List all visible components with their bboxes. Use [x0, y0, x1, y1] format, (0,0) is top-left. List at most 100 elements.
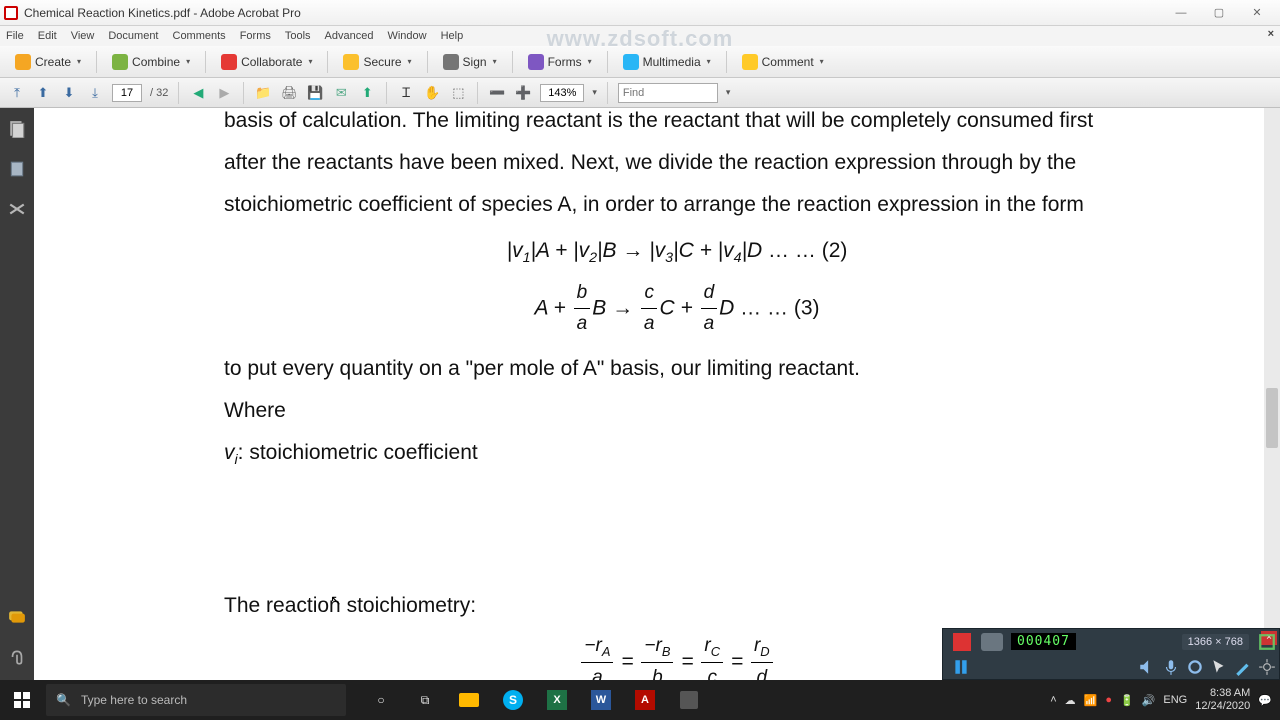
zoom-input[interactable] — [540, 84, 584, 102]
combine-button[interactable]: Combine — [105, 51, 197, 73]
tray-chevron-icon[interactable]: ˄ — [1050, 694, 1056, 706]
first-page-icon[interactable]: ⤒ — [8, 84, 26, 102]
system-tray: ˄ ☁ 📶 ● 🔋 🔊 ENG 8:38 AM 12/24/2020 💬 — [1050, 687, 1280, 712]
cortana-icon[interactable]: ○ — [360, 680, 402, 720]
document-view[interactable]: basis of calculation. The limiting react… — [34, 108, 1280, 680]
wifi-icon[interactable]: 📶 — [1084, 694, 1098, 707]
equation-3: A + baB → caC + daD … … (3) — [224, 278, 1130, 340]
search-icon: 🔍 — [56, 693, 71, 707]
secure-button[interactable]: Secure — [336, 51, 418, 73]
menu-document[interactable]: Document — [108, 30, 158, 42]
comments-panel-icon[interactable] — [8, 608, 26, 626]
page-input[interactable] — [112, 84, 142, 102]
menu-comments[interactable]: Comments — [173, 30, 226, 42]
comment-icon — [742, 54, 758, 70]
record-button[interactable] — [953, 633, 971, 651]
start-button[interactable] — [0, 680, 44, 720]
open-icon[interactable]: 📁 — [254, 84, 272, 102]
sign-label: Sign — [463, 55, 487, 69]
draw-icon[interactable] — [1234, 658, 1252, 676]
audio-icon[interactable] — [1138, 658, 1156, 676]
recorder-dimensions: 1366 × 768 — [1182, 634, 1249, 650]
create-button[interactable]: Create — [8, 51, 88, 73]
find-input[interactable] — [618, 83, 718, 103]
volume-icon[interactable]: 🔊 — [1142, 694, 1156, 707]
marquee-icon[interactable]: ⬚ — [449, 84, 467, 102]
menu-edit[interactable]: Edit — [38, 30, 57, 42]
maximize-button[interactable]: ▢ — [1200, 2, 1238, 24]
app-generic-icon[interactable] — [668, 680, 710, 720]
secure-icon — [343, 54, 359, 70]
equation-2: |v1|A + |v2|B → |v3|C + |v4|D … … (2) — [224, 234, 1130, 270]
clock-date: 12/24/2020 — [1195, 700, 1250, 713]
create-icon — [15, 54, 31, 70]
bookmarks-panel-icon[interactable] — [8, 160, 26, 178]
notifications-icon[interactable]: 💬 — [1258, 694, 1272, 707]
zoom-out-icon[interactable]: ➖ — [488, 84, 506, 102]
body-line-2: after the reactants have been mixed. Nex… — [224, 142, 1130, 184]
email-icon[interactable]: ✉ — [332, 84, 350, 102]
taskview-icon[interactable]: ⧉ — [404, 680, 446, 720]
collaborate-button[interactable]: Collaborate — [214, 51, 319, 73]
sign-button[interactable]: Sign — [436, 51, 504, 73]
workspace: basis of calculation. The limiting react… — [0, 108, 1280, 680]
minimize-button[interactable]: — — [1162, 2, 1200, 24]
pause-icon[interactable] — [952, 658, 970, 676]
signatures-panel-icon[interactable] — [8, 200, 26, 218]
eq3-tail: … … (3) — [734, 296, 819, 319]
vertical-scrollbar[interactable] — [1264, 108, 1280, 680]
hand-icon[interactable]: ✋ — [423, 84, 441, 102]
last-page-icon[interactable]: ⤓ — [86, 84, 104, 102]
acrobat-icon[interactable]: A — [624, 680, 666, 720]
menu-window[interactable]: Window — [387, 30, 426, 42]
taskbar-clock[interactable]: 8:38 AM 12/24/2020 — [1195, 687, 1250, 712]
pages-panel-icon[interactable] — [8, 120, 26, 138]
forward-icon[interactable]: ▶ — [215, 84, 233, 102]
fullscreen-icon[interactable] — [1258, 633, 1276, 651]
close-button[interactable]: ✕ — [1238, 2, 1276, 24]
attachments-panel-icon[interactable] — [8, 648, 26, 666]
excel-icon[interactable]: X — [536, 680, 578, 720]
taskbar-search[interactable]: 🔍 Type here to search — [46, 684, 346, 716]
settings-icon[interactable] — [1258, 658, 1276, 676]
skype-icon[interactable]: S — [492, 680, 534, 720]
back-icon[interactable]: ◀ — [189, 84, 207, 102]
upload-icon[interactable]: ⬆ — [358, 84, 376, 102]
mic-icon[interactable] — [1162, 658, 1180, 676]
battery-icon[interactable]: 🔋 — [1120, 694, 1134, 707]
language-indicator[interactable]: ENG — [1163, 694, 1187, 706]
zoom-in-icon[interactable]: ➕ — [514, 84, 532, 102]
body-line-4: to put every quantity on a "per mole of … — [224, 348, 1130, 390]
onedrive-icon[interactable]: ☁ — [1065, 694, 1076, 707]
screenshot-button[interactable] — [981, 633, 1003, 651]
prev-page-icon[interactable]: ⬆ — [34, 84, 52, 102]
taskbar-apps: ○ ⧉ S X W A — [360, 680, 710, 720]
explorer-icon[interactable] — [448, 680, 490, 720]
clock-time: 8:38 AM — [1195, 687, 1250, 700]
word-icon[interactable]: W — [580, 680, 622, 720]
comment-button[interactable]: Comment — [735, 51, 831, 73]
collaborate-label: Collaborate — [241, 55, 302, 69]
tray-dot-icon[interactable]: ● — [1105, 694, 1112, 706]
menu-advanced[interactable]: Advanced — [325, 30, 374, 42]
titlebar: Chemical Reaction Kinetics.pdf - Adobe A… — [0, 0, 1280, 26]
menu-forms[interactable]: Forms — [240, 30, 271, 42]
comment-label: Comment — [762, 55, 814, 69]
screen-recorder[interactable]: × 000407 1366 × 768 — [942, 628, 1280, 680]
select-icon[interactable]: Ꮖ — [397, 84, 415, 102]
save-icon[interactable]: 💾 — [306, 84, 324, 102]
forms-button[interactable]: Forms — [521, 51, 599, 73]
menu-help[interactable]: Help — [441, 30, 464, 42]
doc-close-button[interactable]: × — [1268, 28, 1274, 40]
webcam-icon[interactable] — [1186, 658, 1204, 676]
next-page-icon[interactable]: ⬇ — [60, 84, 78, 102]
menu-view[interactable]: View — [71, 30, 95, 42]
menu-tools[interactable]: Tools — [285, 30, 311, 42]
pointer-icon[interactable] — [1210, 658, 1228, 676]
collaborate-icon — [221, 54, 237, 70]
sign-icon — [443, 54, 459, 70]
stoich-heading: The reaction stoichiometry: — [224, 585, 1130, 627]
print-icon[interactable]: 🖨 — [280, 84, 298, 102]
multimedia-button[interactable]: Multimedia — [616, 51, 718, 73]
menu-file[interactable]: File — [6, 30, 24, 42]
